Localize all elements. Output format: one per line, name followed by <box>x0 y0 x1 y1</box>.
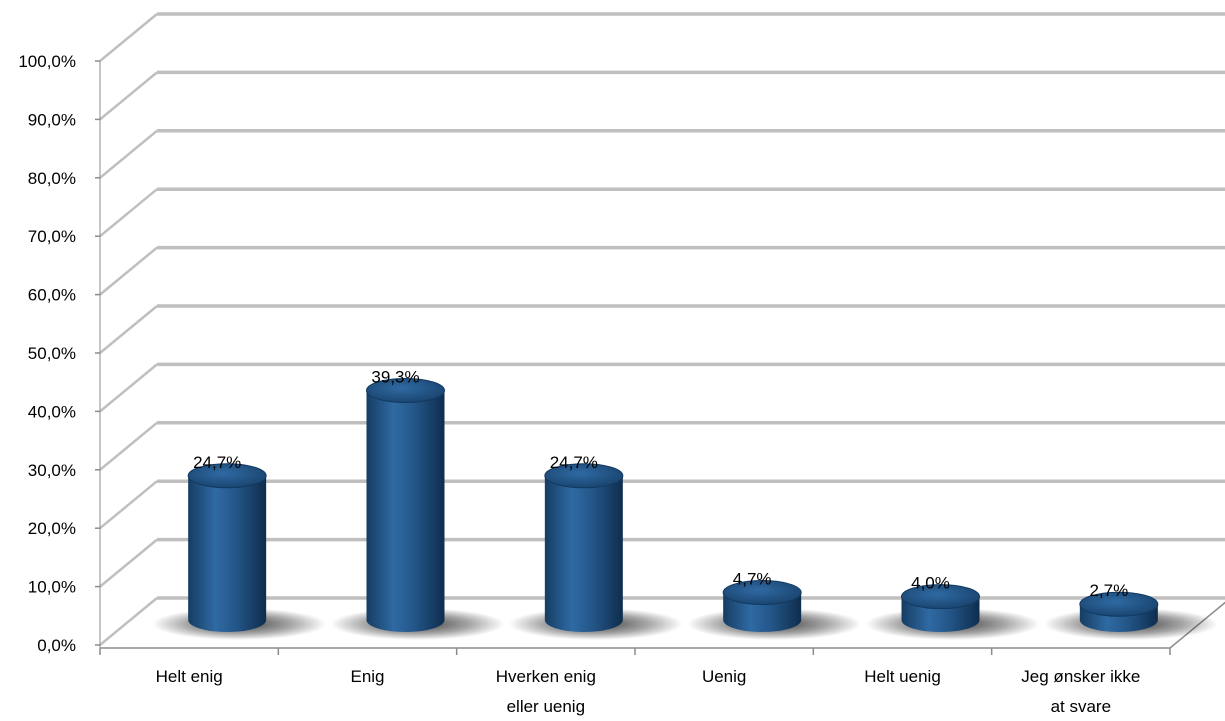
data-label: 39,3% <box>371 367 419 386</box>
gridline-side <box>99 71 158 121</box>
x-tick-label: Hverken enig <box>496 667 596 686</box>
label-layer: 0,0% 10,0% 20,0% 30,0% 40,0% 50,0% 60,0% 70,0% 8… <box>18 52 1140 716</box>
bar-layer <box>152 377 1218 640</box>
data-label: 24,7% <box>550 453 598 472</box>
y-tick-label: 70,0% <box>28 227 76 246</box>
bar <box>544 475 623 632</box>
gridline-side <box>99 480 158 530</box>
y-tick-label: 100,0% <box>18 52 76 71</box>
y-tick-label: 80,0% <box>28 169 76 188</box>
data-label: 4,0% <box>911 574 950 593</box>
bar-top <box>366 377 445 403</box>
data-label: 2,7% <box>1089 581 1128 600</box>
y-tick-label: 30,0% <box>28 461 76 480</box>
y-tick-label: 10,0% <box>28 578 76 597</box>
x-tick-label: Uenig <box>702 667 746 686</box>
x-tick-label: at svare <box>1051 697 1111 716</box>
x-tick-label: Enig <box>350 667 384 686</box>
x-tick-label: Helt enig <box>156 667 223 686</box>
axis-layer <box>95 60 1225 655</box>
gridline-side <box>99 305 158 354</box>
gridline-side <box>99 538 158 588</box>
gridline-side <box>99 246 158 296</box>
gridline-side <box>99 129 158 179</box>
y-tick-label: 20,0% <box>28 519 76 538</box>
gridline-side <box>99 188 158 238</box>
y-tick-label: 40,0% <box>28 402 76 421</box>
y-tick-label: 50,0% <box>28 344 76 363</box>
gridline-side <box>99 421 158 471</box>
gridline-side <box>99 13 158 62</box>
bar <box>366 390 445 632</box>
x-tick-label: Jeg ønsker ikke <box>1021 667 1140 686</box>
grid-layer <box>99 12 1225 646</box>
bar-top <box>1079 591 1159 617</box>
gridline-side <box>99 597 158 646</box>
bar-top <box>187 463 267 489</box>
bar-top <box>901 584 980 610</box>
data-label: 4,7% <box>733 570 772 589</box>
x-tick-label: Helt uenig <box>864 667 941 686</box>
bar-top <box>722 580 802 606</box>
bar <box>188 475 267 632</box>
y-tick-label: 60,0% <box>28 286 76 305</box>
data-label: 24,7% <box>193 453 241 472</box>
y-tick-label: 90,0% <box>28 110 76 129</box>
gridline-side <box>99 363 158 413</box>
y-tick-label: 0,0% <box>37 636 76 655</box>
x-tick-label: eller uenig <box>507 697 585 716</box>
bar-top <box>544 463 624 489</box>
